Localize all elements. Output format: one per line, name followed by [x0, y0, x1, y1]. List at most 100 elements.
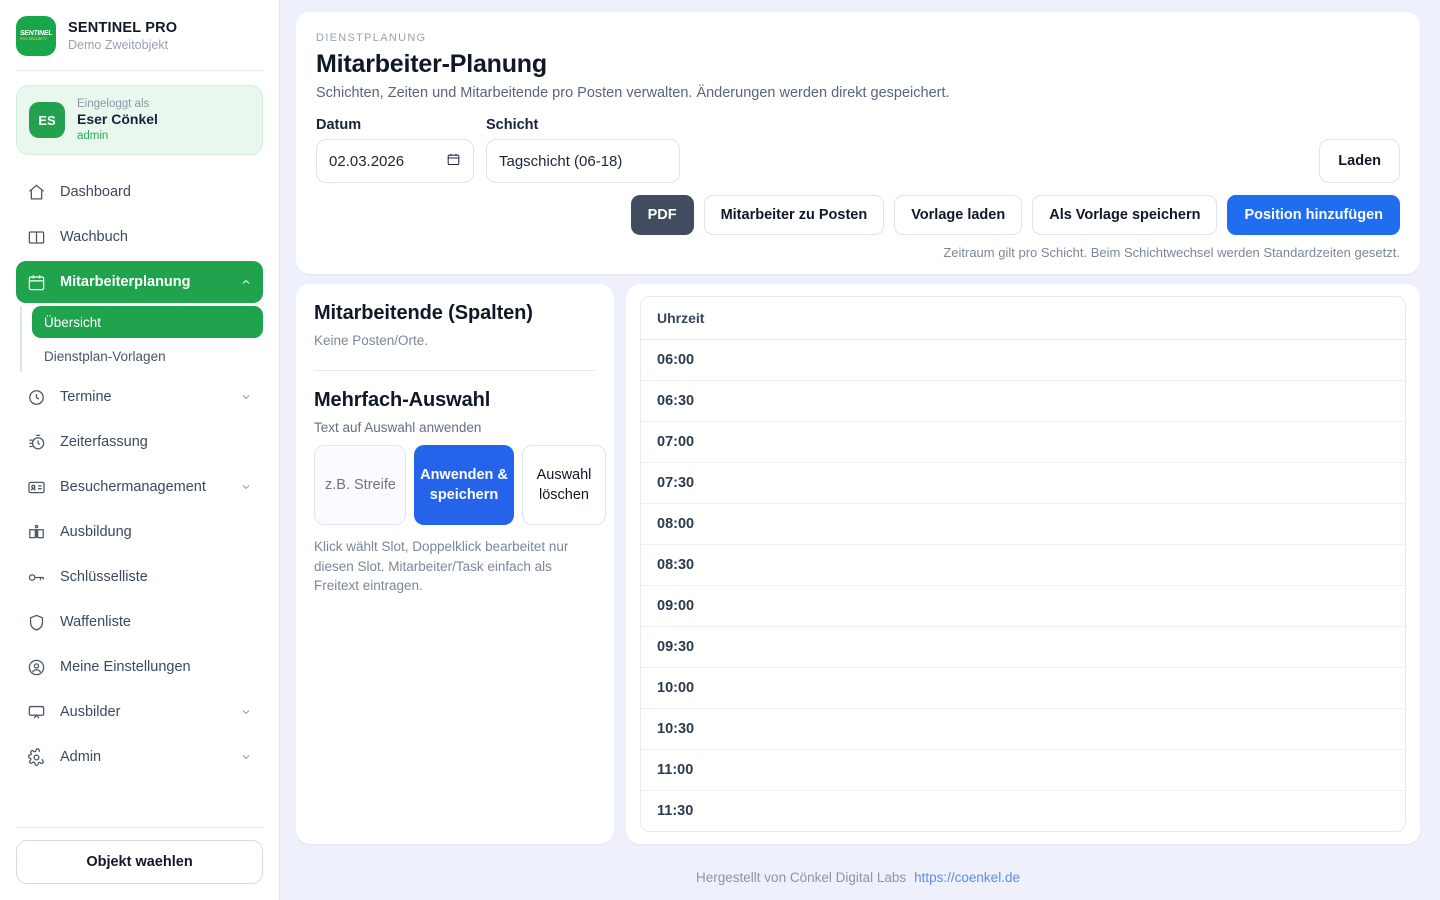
- sidebar-item-label: Mitarbeiterplanung: [60, 274, 191, 291]
- chevron-down-icon: [239, 481, 253, 493]
- table-row[interactable]: 09:30: [641, 626, 1405, 668]
- sidebar-item-label: Schlüsselliste: [60, 569, 148, 586]
- table-row[interactable]: 07:30: [641, 462, 1405, 504]
- logo-wordmark: SENTINEL: [19, 30, 53, 37]
- sidebar-item-termine[interactable]: Termine: [16, 376, 263, 418]
- sidebar-subitem-label: Übersicht: [44, 314, 102, 330]
- time-cell: 10:00: [641, 667, 1405, 709]
- sidebar-subitem-uebersicht[interactable]: Übersicht: [32, 306, 263, 339]
- chevron-down-icon: [239, 751, 253, 763]
- filter-hint: Zeitraum gilt pro Schicht. Beim Schichtw…: [943, 245, 1400, 260]
- multiselect-title: Mehrfach-Auswahl: [314, 389, 491, 411]
- sidebar-item-meine-einstellungen[interactable]: Meine Einstellungen: [16, 646, 263, 688]
- time-cell: 11:00: [641, 749, 1405, 791]
- schedule-table: Uhrzeit 06:00 06:30 07:00 07:30 08:00 08:30 09…: [641, 297, 1405, 831]
- pdf-button[interactable]: PDF: [630, 195, 694, 235]
- save-as-template-button[interactable]: Als Vorlage speichern: [1032, 195, 1218, 235]
- sidebar-item-label: Dashboard: [60, 184, 131, 201]
- columns-title: Mitarbeitende (Spalten): [314, 302, 533, 324]
- schedule-table-wrapper[interactable]: Uhrzeit 06:00 06:30 07:00 07:30 08:00 08:30 09…: [640, 296, 1406, 832]
- time-cell: 07:00: [641, 421, 1405, 463]
- shift-select[interactable]: Tagschicht (06-18): [486, 139, 680, 183]
- date-field-group: Datum 02.03.2026: [316, 117, 474, 183]
- chevron-down-icon: [239, 706, 253, 718]
- table-row[interactable]: 06:30: [641, 380, 1405, 422]
- sidebar-item-ausbildung[interactable]: Ausbildung: [16, 511, 263, 553]
- action-button-row: PDF Mitarbeiter zu Posten Vorlage laden …: [316, 195, 1400, 235]
- logo-subtext: PRO SECURITY: [19, 37, 47, 41]
- sidebar-item-waffenliste[interactable]: Waffenliste: [16, 601, 263, 643]
- presentation-icon: [26, 702, 46, 722]
- multiselect-text-input[interactable]: [314, 445, 406, 525]
- table-row[interactable]: 11:00: [641, 749, 1405, 791]
- divider: [16, 70, 263, 71]
- multiselect-footnote: Klick wählt Slot, Doppelklick bearbeitet…: [314, 539, 569, 594]
- page-title: Mitarbeiter-Planung: [316, 50, 547, 78]
- logged-in-user-card[interactable]: ES Eingeloggt als Eser Cönkel admin: [16, 85, 263, 156]
- select-object-button[interactable]: Objekt waehlen: [16, 840, 263, 884]
- sidebar-item-label: Zeiterfassung: [60, 434, 148, 451]
- page-footer: Hergestellt von Cönkel Digital Labs http…: [296, 854, 1420, 900]
- sidebar-item-schluesselliste[interactable]: Schlüsselliste: [16, 556, 263, 598]
- page-description: Schichten, Zeiten und Mitarbeitende pro …: [316, 85, 950, 101]
- assign-staff-button[interactable]: Mitarbeiter zu Posten: [703, 195, 885, 235]
- brand-title: SENTINEL PRO: [68, 20, 178, 36]
- sidebar-subitem-dienstplan-vorlagen[interactable]: Dienstplan-Vorlagen: [32, 340, 263, 372]
- apply-and-save-button[interactable]: Anwenden & speichern: [414, 445, 514, 525]
- column-header-uhrzeit: Uhrzeit: [641, 297, 1405, 340]
- user-name: Eser Cönkel: [77, 111, 158, 128]
- sidebar-item-zeiterfassung[interactable]: Zeiterfassung: [16, 421, 263, 463]
- calendar-icon[interactable]: [446, 152, 461, 171]
- time-cell: 11:30: [641, 790, 1405, 831]
- load-template-button[interactable]: Vorlage laden: [894, 195, 1023, 235]
- table-row[interactable]: 07:00: [641, 421, 1405, 463]
- sidebar-nav: Dashboard Wachbuch Mitarbeiterplanung Üb…: [0, 165, 279, 817]
- time-cell: 06:00: [641, 339, 1405, 381]
- app-logo-icon: SENTINEL PRO SECURITY: [16, 16, 56, 56]
- breadcrumb: DIENSTPLANUNG: [316, 32, 427, 44]
- add-position-button[interactable]: Position hinzufügen: [1227, 195, 1400, 235]
- timer-icon: [26, 432, 46, 452]
- graduation-icon: [26, 522, 46, 542]
- user-circle-icon: [26, 657, 46, 677]
- table-row[interactable]: 11:30: [641, 790, 1405, 831]
- multiselect-sublabel: Text auf Auswahl anwenden: [314, 420, 482, 435]
- schedule-table-head: Uhrzeit: [641, 297, 1405, 340]
- time-cell: 09:30: [641, 626, 1405, 668]
- table-row[interactable]: 08:00: [641, 503, 1405, 545]
- sidebar-footer: Objekt waehlen: [0, 817, 279, 900]
- shift-field-group: Schicht Tagschicht (06-18): [486, 117, 680, 183]
- main-content: DIENSTPLANUNG Mitarbeiter-Planung Schich…: [280, 0, 1440, 900]
- shield-icon: [26, 612, 46, 632]
- date-input[interactable]: 02.03.2026: [316, 139, 474, 183]
- footer-link[interactable]: https://coenkel.de: [914, 869, 1020, 885]
- shift-value: Tagschicht (06-18): [499, 152, 623, 170]
- table-row[interactable]: 09:00: [641, 585, 1405, 627]
- sidebar-item-besuchermanagement[interactable]: Besuchermanagement: [16, 466, 263, 508]
- gear-icon: [26, 747, 46, 767]
- table-row[interactable]: 10:30: [641, 708, 1405, 750]
- sidebar-item-admin[interactable]: Admin: [16, 736, 263, 778]
- staff-columns-panel: Mitarbeitende (Spalten) Keine Posten/Ort…: [296, 284, 614, 844]
- table-row[interactable]: 06:00: [641, 339, 1405, 381]
- sidebar-item-dashboard[interactable]: Dashboard: [16, 171, 263, 213]
- sidebar-item-label: Ausbildung: [60, 524, 132, 541]
- sidebar-item-ausbilder[interactable]: Ausbilder: [16, 691, 263, 733]
- sidebar-item-mitarbeiterplanung[interactable]: Mitarbeiterplanung: [16, 261, 263, 304]
- clear-selection-button[interactable]: Auswahl löschen: [522, 445, 606, 525]
- table-row[interactable]: 08:30: [641, 544, 1405, 586]
- table-row[interactable]: 10:00: [641, 667, 1405, 709]
- brand-header[interactable]: SENTINEL PRO SECURITY SENTINEL PRO Demo …: [0, 0, 279, 70]
- schedule-table-body: 06:00 06:30 07:00 07:30 08:00 08:30 09:00 09:30…: [641, 339, 1405, 831]
- load-button[interactable]: Laden: [1319, 139, 1400, 183]
- brand-subtitle: Demo Zweitobjekt: [68, 38, 169, 52]
- avatar: ES: [29, 102, 65, 139]
- sidebar-subitem-label: Dienstplan-Vorlagen: [44, 348, 166, 364]
- sidebar-item-wachbuch[interactable]: Wachbuch: [16, 216, 263, 258]
- sidebar-item-label: Termine: [60, 389, 112, 406]
- sidebar-item-label: Admin: [60, 749, 102, 766]
- content-area: Mitarbeitende (Spalten) Keine Posten/Ort…: [296, 284, 1420, 844]
- footer-text: Hergestellt von Cönkel Digital Labs: [696, 869, 907, 885]
- user-role: admin: [77, 129, 109, 142]
